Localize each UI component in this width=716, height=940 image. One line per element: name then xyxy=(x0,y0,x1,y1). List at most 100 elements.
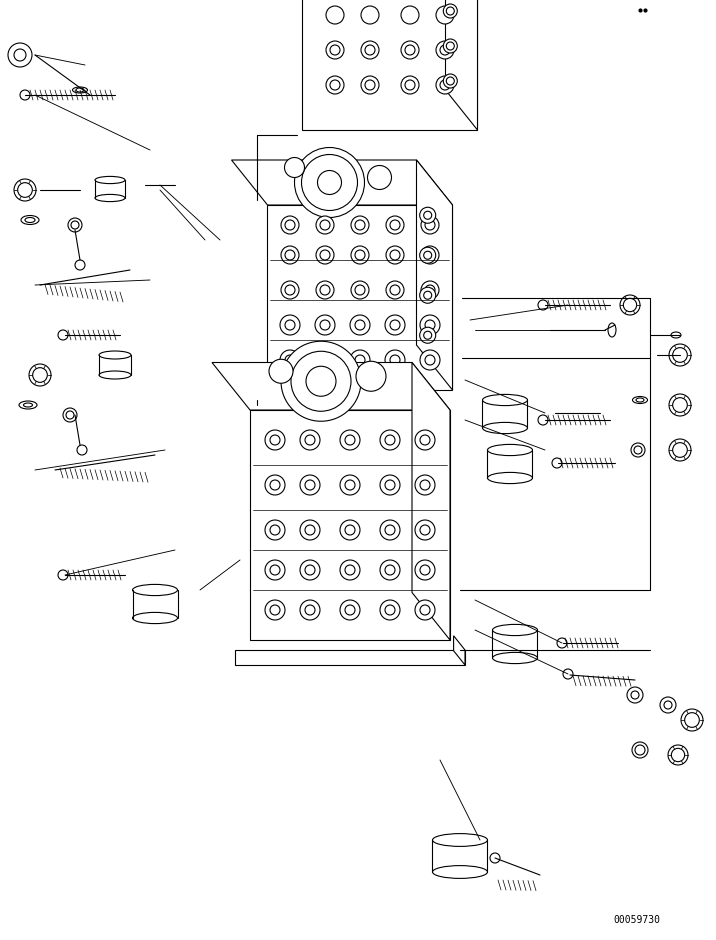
Text: 00059730: 00059730 xyxy=(613,915,660,925)
Circle shape xyxy=(385,605,395,615)
Circle shape xyxy=(490,853,500,863)
Circle shape xyxy=(281,246,299,264)
Circle shape xyxy=(315,350,335,370)
Circle shape xyxy=(270,565,280,575)
Circle shape xyxy=(424,251,432,259)
Circle shape xyxy=(265,430,285,450)
Circle shape xyxy=(425,250,435,260)
Circle shape xyxy=(326,6,344,24)
Circle shape xyxy=(355,285,365,295)
Circle shape xyxy=(58,570,68,580)
Circle shape xyxy=(265,520,285,540)
Circle shape xyxy=(306,367,336,397)
Circle shape xyxy=(367,165,392,190)
Circle shape xyxy=(390,220,400,230)
Polygon shape xyxy=(445,0,478,130)
Circle shape xyxy=(446,7,454,15)
Circle shape xyxy=(420,350,440,370)
Ellipse shape xyxy=(493,624,538,635)
Circle shape xyxy=(385,480,395,490)
Circle shape xyxy=(361,41,379,59)
Circle shape xyxy=(668,745,688,765)
Circle shape xyxy=(280,350,300,370)
Circle shape xyxy=(270,480,280,490)
Ellipse shape xyxy=(636,398,644,402)
Circle shape xyxy=(420,565,430,575)
Circle shape xyxy=(14,49,26,61)
Circle shape xyxy=(8,43,32,67)
Ellipse shape xyxy=(132,585,178,596)
Circle shape xyxy=(390,355,400,365)
Circle shape xyxy=(284,158,304,178)
Circle shape xyxy=(265,600,285,620)
Circle shape xyxy=(425,220,435,230)
Circle shape xyxy=(305,605,315,615)
Circle shape xyxy=(425,320,435,330)
Circle shape xyxy=(320,355,330,365)
Circle shape xyxy=(672,443,687,458)
Ellipse shape xyxy=(483,395,528,405)
Circle shape xyxy=(294,148,364,217)
Circle shape xyxy=(320,250,330,260)
Circle shape xyxy=(380,475,400,495)
Circle shape xyxy=(436,6,454,24)
Circle shape xyxy=(415,600,435,620)
Circle shape xyxy=(563,669,573,679)
Circle shape xyxy=(285,285,295,295)
Circle shape xyxy=(269,359,293,384)
Circle shape xyxy=(300,600,320,620)
Circle shape xyxy=(350,350,370,370)
Circle shape xyxy=(380,600,400,620)
Circle shape xyxy=(77,445,87,455)
Ellipse shape xyxy=(99,371,131,379)
Circle shape xyxy=(390,250,400,260)
Circle shape xyxy=(385,565,395,575)
Circle shape xyxy=(326,76,344,94)
Circle shape xyxy=(300,520,320,540)
Ellipse shape xyxy=(432,866,488,878)
Circle shape xyxy=(300,430,320,450)
Circle shape xyxy=(669,439,691,461)
Ellipse shape xyxy=(608,323,616,337)
Circle shape xyxy=(326,41,344,59)
Circle shape xyxy=(355,250,365,260)
Ellipse shape xyxy=(72,87,87,93)
Circle shape xyxy=(681,709,703,731)
Circle shape xyxy=(684,713,700,728)
Circle shape xyxy=(365,45,375,55)
Circle shape xyxy=(421,281,439,299)
Circle shape xyxy=(443,74,458,88)
Circle shape xyxy=(351,246,369,264)
Circle shape xyxy=(415,475,435,495)
Circle shape xyxy=(361,76,379,94)
Circle shape xyxy=(421,246,439,264)
Circle shape xyxy=(280,315,300,335)
Circle shape xyxy=(420,247,436,263)
Circle shape xyxy=(660,697,676,713)
Circle shape xyxy=(635,745,645,755)
Circle shape xyxy=(14,179,36,201)
Circle shape xyxy=(385,350,405,370)
Circle shape xyxy=(270,525,280,535)
Circle shape xyxy=(401,6,419,24)
Circle shape xyxy=(300,475,320,495)
Circle shape xyxy=(405,80,415,90)
Circle shape xyxy=(315,315,335,335)
Circle shape xyxy=(436,41,454,59)
Circle shape xyxy=(386,281,404,299)
Circle shape xyxy=(421,216,439,234)
Circle shape xyxy=(340,430,360,450)
Circle shape xyxy=(446,42,454,50)
Circle shape xyxy=(355,355,365,365)
Ellipse shape xyxy=(19,401,37,409)
Circle shape xyxy=(316,216,334,234)
Circle shape xyxy=(627,687,643,703)
Circle shape xyxy=(415,430,435,450)
Polygon shape xyxy=(302,0,478,130)
Circle shape xyxy=(385,315,405,335)
Circle shape xyxy=(345,605,355,615)
Polygon shape xyxy=(235,650,465,665)
Circle shape xyxy=(672,348,687,362)
Ellipse shape xyxy=(483,422,528,433)
Polygon shape xyxy=(212,363,450,410)
